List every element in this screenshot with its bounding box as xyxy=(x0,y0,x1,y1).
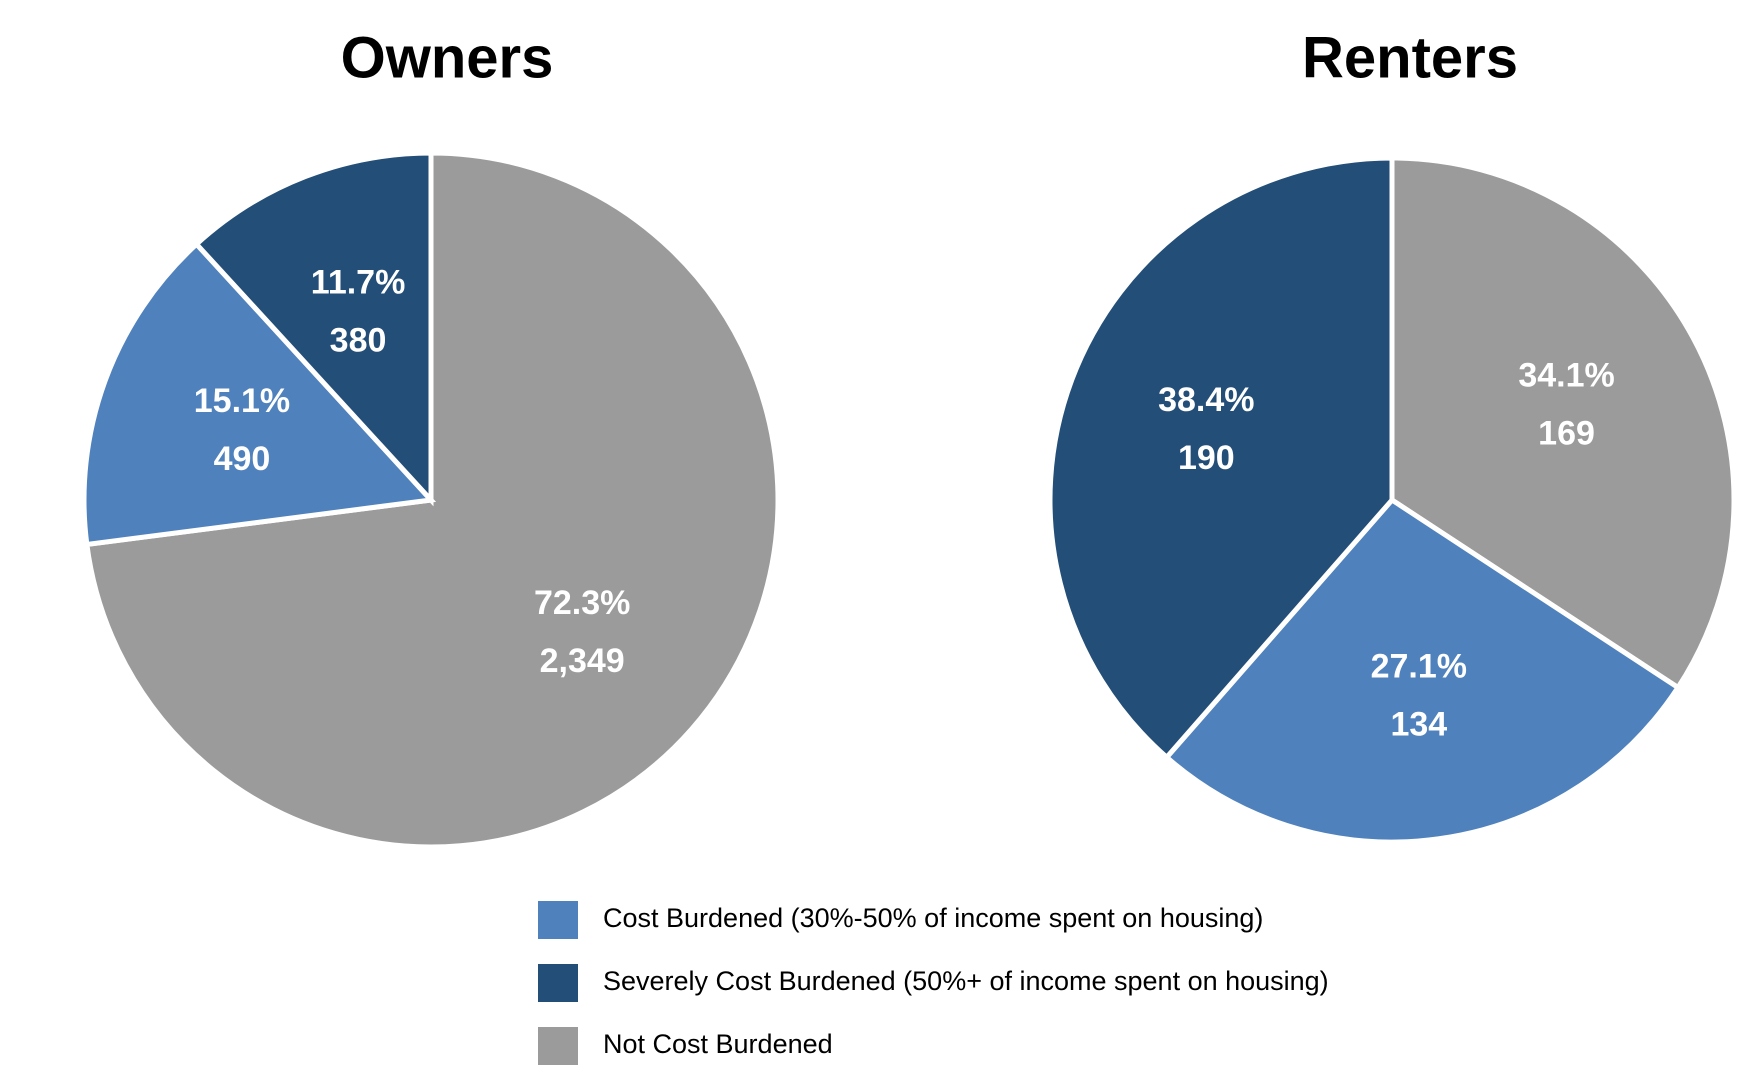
slice-percent-label: 15.1% xyxy=(194,382,290,420)
legend-label: Cost Burdened (30%-50% of income spent o… xyxy=(603,903,1263,933)
legend-label: Severely Cost Burdened (50%+ of income s… xyxy=(603,966,1329,996)
legend-swatch xyxy=(538,901,578,939)
pie-slice xyxy=(1047,155,1395,761)
slice-percent-label: 27.1% xyxy=(1371,648,1467,686)
slice-count-label: 134 xyxy=(1390,706,1447,744)
slice-percent-label: 34.1% xyxy=(1518,357,1614,395)
slice-count-label: 169 xyxy=(1538,415,1595,453)
slice-count-label: 190 xyxy=(1178,439,1235,477)
slice-percent-label: 72.3% xyxy=(534,584,630,622)
slice-count-label: 490 xyxy=(214,440,271,478)
pie-slice xyxy=(193,150,434,507)
slice-count-label: 380 xyxy=(330,321,387,359)
slice-percent-label: 11.7% xyxy=(311,263,406,301)
legend-label: Not Cost Burdened xyxy=(603,1029,833,1059)
slice-count-label: 2,349 xyxy=(540,642,625,680)
chart-title: Renters xyxy=(1302,25,1518,90)
chart-title: Owners xyxy=(341,25,554,90)
slice-percent-label: 38.4% xyxy=(1158,381,1254,419)
pie-slice xyxy=(1163,496,1682,845)
pie-slice xyxy=(81,240,437,548)
legend-swatch xyxy=(538,964,578,1002)
legend-swatch xyxy=(538,1027,578,1065)
